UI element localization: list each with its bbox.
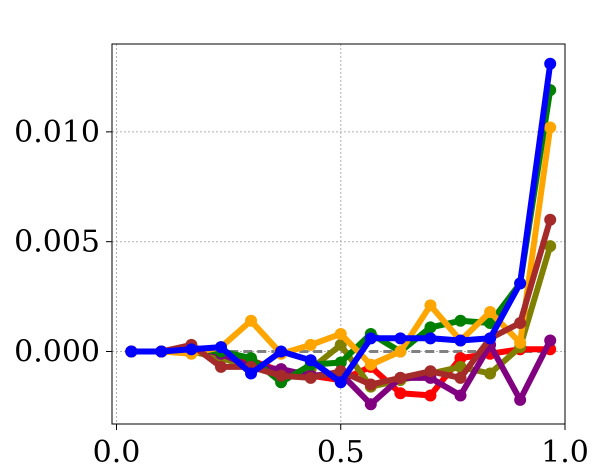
data-point — [424, 321, 437, 334]
data-point — [544, 334, 557, 347]
y-tick-label: 0.010 — [14, 115, 100, 150]
data-point — [334, 338, 347, 351]
data-point — [394, 345, 407, 358]
x-tick-label: 1.0 — [541, 435, 589, 467]
data-point — [364, 398, 377, 411]
data-point — [544, 213, 557, 226]
y-tick-label: 0.000 — [14, 335, 100, 370]
data-point — [245, 367, 258, 380]
data-point — [394, 371, 407, 384]
data-point — [484, 367, 497, 380]
data-point — [364, 332, 377, 345]
data-point — [544, 57, 557, 70]
data-point — [544, 121, 557, 134]
data-point — [424, 332, 437, 345]
data-point — [275, 345, 288, 358]
axes-frame — [111, 43, 566, 425]
data-point — [334, 356, 347, 369]
data-point — [484, 332, 497, 345]
tick-marks — [106, 131, 566, 430]
data-point — [245, 314, 258, 327]
data-point — [484, 316, 497, 329]
data-point — [424, 299, 437, 312]
data-point — [334, 376, 347, 389]
data-point — [454, 389, 467, 402]
data-point — [214, 341, 227, 354]
series-6 — [125, 57, 557, 389]
y-tick-label: 0.005 — [14, 225, 100, 260]
data-point — [454, 334, 467, 347]
data-point — [304, 371, 317, 384]
series-layer — [125, 57, 557, 411]
data-point — [454, 314, 467, 327]
data-point — [514, 316, 527, 329]
data-point — [304, 338, 317, 351]
data-point — [454, 371, 467, 384]
data-point — [245, 352, 258, 365]
x-tick-label: 0.5 — [317, 435, 365, 467]
data-point — [514, 393, 527, 406]
data-point — [394, 332, 407, 345]
data-point — [155, 345, 168, 358]
data-point — [125, 345, 138, 358]
data-point — [364, 358, 377, 371]
data-point — [424, 365, 437, 378]
data-point — [424, 389, 437, 402]
x-tick-labels: 0.0 0.5 1.0 — [93, 435, 589, 467]
data-point — [394, 387, 407, 400]
data-point — [185, 343, 198, 356]
data-point — [364, 378, 377, 391]
data-point — [214, 360, 227, 373]
data-point — [454, 352, 467, 365]
data-point — [275, 369, 288, 382]
data-point — [484, 305, 497, 318]
data-point — [304, 354, 317, 367]
y-tick-labels: 0.000 0.005 0.010 — [14, 115, 100, 370]
data-point — [544, 240, 557, 253]
x-tick-label: 0.0 — [93, 435, 141, 467]
data-point — [514, 277, 527, 290]
data-point — [334, 327, 347, 340]
data-point — [514, 336, 527, 349]
